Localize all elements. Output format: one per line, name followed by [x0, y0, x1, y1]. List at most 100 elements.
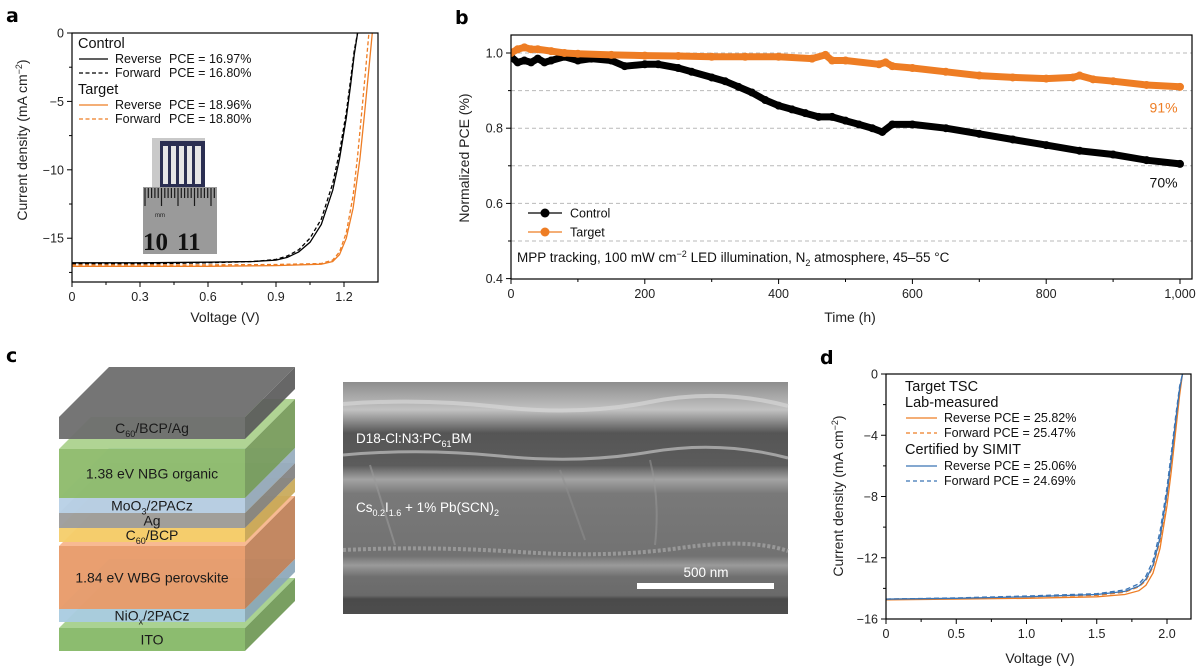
- data-point: [734, 82, 743, 91]
- layer-side-face: [245, 496, 295, 609]
- data-point: [607, 56, 616, 65]
- data-point: [1142, 156, 1151, 165]
- layer-front-face: [59, 609, 245, 622]
- data-point: [527, 45, 536, 54]
- sem-label-perovskite: Cs0.2I1.6 + 1% Pb(SCN)2: [356, 500, 499, 518]
- x-axis-label: Voltage (V): [1005, 650, 1074, 666]
- series-line: [72, 33, 359, 265]
- x-tick-label: 0: [883, 627, 890, 641]
- sem-label-organic: D18-Cl:N3:PC61BM: [356, 431, 472, 449]
- layer-label: C60/BCP: [126, 527, 179, 546]
- data-point: [787, 105, 796, 114]
- data-point: [573, 56, 582, 65]
- x-tick-label: 0: [69, 290, 76, 304]
- data-point: [520, 56, 529, 65]
- data-point: [761, 96, 770, 104]
- legend-group-title: Target TSC: [905, 379, 978, 395]
- y-axis-label: Current density (mA cm−2): [830, 415, 846, 576]
- layer-side-face: [245, 463, 295, 528]
- data-point: [674, 64, 683, 73]
- panel-a-letter: a: [6, 5, 19, 27]
- data-point: [747, 88, 756, 97]
- data-point: [888, 62, 897, 71]
- data-point: [540, 58, 549, 67]
- data-point: [1176, 82, 1184, 91]
- x-tick-label: 1.2: [335, 290, 352, 304]
- data-point: [573, 49, 582, 58]
- series-line: [886, 374, 1184, 601]
- data-point: [741, 52, 750, 61]
- layer-side-face: [245, 448, 295, 513]
- legend-label: Reverse PCE = 25.82%: [944, 411, 1076, 425]
- data-point: [908, 120, 917, 129]
- data-point: [878, 127, 887, 136]
- legend-label: PCE = 18.80%: [169, 112, 251, 126]
- legend-group-title: Target: [78, 82, 118, 98]
- x-tick-label: 0.6: [199, 290, 216, 304]
- legend-label: PCE = 16.97%: [169, 52, 251, 66]
- y-axis-label: Normalized PCE (%): [456, 93, 472, 222]
- legend-swatch-marker: [540, 208, 550, 218]
- data-point: [674, 52, 683, 61]
- legend-group-title: Certified by SIMIT: [905, 442, 1021, 458]
- data-point: [975, 129, 984, 138]
- data-point: [821, 50, 830, 59]
- data-point: [801, 109, 810, 118]
- panel-b-letter: b: [455, 7, 469, 29]
- data-point: [841, 116, 850, 125]
- layer-front-face: [59, 417, 245, 439]
- sem-cross-section-image: D18-Cl:N3:PC61BM Cs0.2I1.6 + 1% Pb(SCN)2…: [342, 382, 789, 614]
- panel-d-letter: d: [820, 347, 834, 369]
- ruler-number-11: 11: [177, 229, 201, 256]
- data-point: [1142, 80, 1151, 89]
- data-point: [1176, 159, 1184, 168]
- ruler-unit: mm: [155, 213, 165, 219]
- y-axis-label-text: Current density (mA cm: [14, 74, 30, 220]
- legend-swatch-marker: [540, 227, 550, 237]
- series-line: [886, 374, 1184, 600]
- data-point: [941, 67, 950, 76]
- data-point: [828, 56, 837, 65]
- y-tick-label: 0.4: [486, 272, 503, 286]
- y-tick-label: −10: [43, 163, 64, 177]
- y-tick-label: 0.6: [486, 197, 503, 211]
- plot-frame: [510, 34, 1193, 280]
- scale-bar: [637, 583, 774, 589]
- series-line: [72, 33, 373, 267]
- legend: Control Target: [528, 207, 610, 240]
- x-tick-label: 0.9: [267, 290, 284, 304]
- x-tick-label: 2.0: [1158, 627, 1175, 641]
- end-label-target: 91%: [1150, 100, 1178, 116]
- panel-c-letter: c: [6, 345, 17, 367]
- data-point: [607, 50, 616, 59]
- data-point: [1089, 75, 1098, 84]
- layer-top-face: [59, 367, 295, 417]
- data-point: [1008, 135, 1017, 144]
- legend-label: Forward PCE = 25.47%: [944, 426, 1076, 440]
- data-point: [841, 56, 850, 65]
- x-tick-label: 1.5: [1088, 627, 1105, 641]
- panel-c-device-stack: ITO NiOx/2PACz 1.84 eV WBG perovskite C60/B…: [59, 367, 295, 651]
- data-point: [808, 54, 817, 63]
- y-tick-label: 0.8: [486, 122, 503, 136]
- panel-a-jv-chart: mm 10 11 0 0.3 0.6 0.9 1.2 0 −5 −10 −15 Voltage …: [14, 27, 379, 325]
- data-point: [620, 62, 629, 71]
- x-tick-label: 800: [1036, 287, 1057, 301]
- data-point: [640, 60, 649, 69]
- panel-d-tandem-jv-chart: 0 0.5 1.0 1.5 2.0 0 −4 −8 −12 −16 Voltage (V) Cur…: [830, 368, 1192, 666]
- y-axis-label: Current density (mA cm−2): [14, 59, 30, 220]
- scale-bar-label: 500 nm: [683, 565, 728, 580]
- layer-front-face: [59, 628, 245, 651]
- layer-label: ITO: [140, 632, 163, 648]
- data-point: [547, 47, 556, 56]
- legend-label: Forward PCE = 24.69%: [944, 474, 1076, 488]
- device-photo-inset: mm 10 11: [143, 138, 217, 256]
- data-point: [527, 58, 536, 67]
- series-line-control: [511, 53, 1184, 168]
- data-point: [1042, 74, 1051, 83]
- layer-side-face: [245, 399, 295, 498]
- data-point: [1075, 146, 1084, 155]
- annotation-conditions: MPP tracking, 100 mW cm−2 LED illuminati…: [517, 249, 950, 268]
- data-point: [533, 45, 542, 54]
